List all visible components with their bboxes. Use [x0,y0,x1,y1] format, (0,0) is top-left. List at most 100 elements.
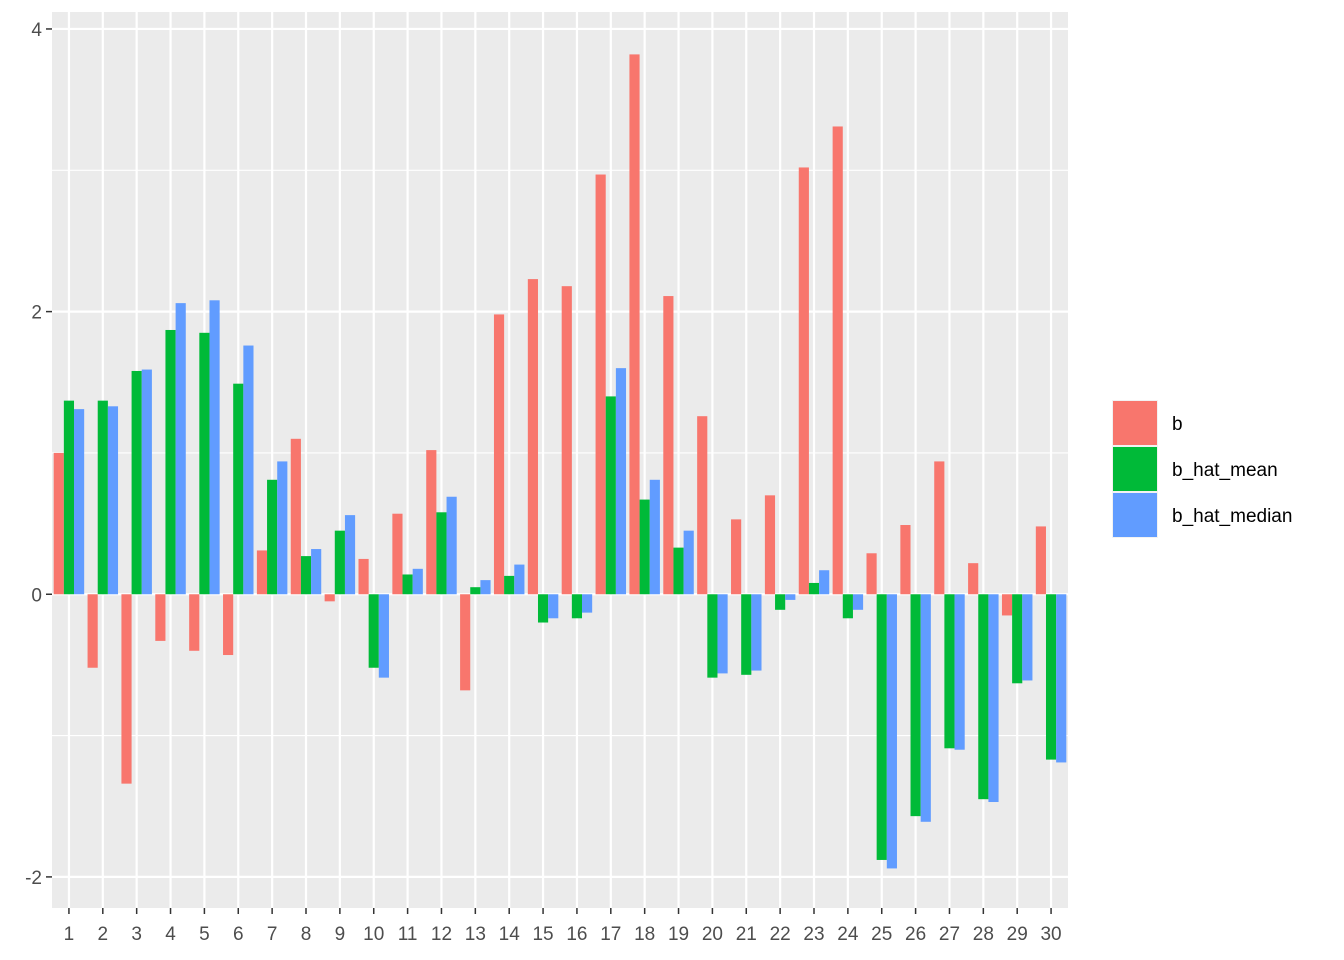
legend-swatch-b_hat_median [1113,493,1157,537]
bar-b-25 [866,553,877,595]
bar-b-16 [561,286,572,595]
bar-b_hat_mean-25 [876,594,887,860]
x-tick-label: 1 [64,924,75,945]
bar-b_hat_median-8 [311,549,322,595]
bar-b-29 [1001,594,1013,616]
bar-b-20 [697,416,708,595]
x-tick-label: 27 [939,924,960,945]
x-tick-label: 17 [600,924,621,945]
x-tick-label: 22 [770,924,791,945]
x-tick-label: 23 [803,924,824,945]
x-tick-label: 14 [499,924,521,945]
bar-b-15 [527,279,538,595]
bar-b-2 [87,594,98,668]
bar-b-23 [798,167,809,595]
legend-label: b_hat_median [1172,506,1292,527]
bar-b_hat_median-15 [548,594,559,619]
bar-b-24 [832,126,843,595]
x-tick-label: 13 [465,924,486,945]
minor-gridlines [52,169,1068,737]
bar-b_hat_mean-9 [334,530,345,595]
bar-b-30 [1035,526,1046,595]
x-tick-label: 3 [131,924,142,945]
bar-b_hat_median-26 [920,594,931,822]
x-tick-label: 28 [973,924,994,945]
x-tick-label: 25 [871,924,892,945]
bar-b_hat_mean-18 [639,499,650,595]
legend-label: b_hat_mean [1172,460,1278,481]
bar-b_hat_median-19 [683,530,694,595]
bar-b_hat_mean-3 [131,370,142,595]
bar-b-17 [595,174,606,595]
bar-b-27 [934,461,945,595]
bar-b-8 [290,438,301,595]
bar-b_hat_mean-11 [402,574,413,595]
bar-b_hat_median-29 [1022,594,1033,681]
bar-b_hat_median-16 [582,594,593,613]
bar-b-26 [900,525,911,595]
x-tick-label: 21 [736,924,757,945]
x-tick-label: 18 [634,924,655,945]
bar-b-4 [155,594,166,641]
bar-b-7 [256,550,268,595]
bar-b-9 [324,594,335,602]
bar-b_hat_mean-10 [368,594,379,668]
x-tick-label: 29 [1007,924,1028,945]
x-tick-label: 12 [431,924,452,945]
legend: b b_hat_mean b_hat_median [1112,400,1292,538]
bar-b_hat_mean-16 [571,594,583,619]
y-tick-label: -2 [25,868,42,889]
x-tick-label: 20 [702,924,723,945]
bar-b-22 [764,495,776,595]
bar-b_hat_median-7 [277,461,288,595]
bar-b_hat_median-24 [852,594,864,610]
bar-b_hat_median-10 [378,594,389,678]
bar-b-3 [121,594,132,784]
x-tick-label: 11 [398,924,418,945]
bar-b_hat_mean-5 [199,332,210,595]
bar-b_hat_median-23 [819,570,830,595]
bar-b_hat_mean-15 [537,594,549,623]
bar-b_hat_median-22 [785,594,796,600]
bar-b-19 [663,296,674,595]
bar-b_hat_median-5 [209,300,220,595]
bar-b_hat_mean-13 [470,587,481,595]
y-axis: -2 0 2 4 [25,20,52,889]
x-tick-label: 7 [267,924,278,945]
bar-b-28 [968,563,979,595]
bar-b_hat_median-18 [649,479,660,595]
legend-swatch-b_hat_mean [1113,447,1157,491]
x-tick-label: 26 [905,924,926,945]
bar-b_hat_mean-12 [436,512,447,595]
bar-b_hat_median-9 [344,515,356,595]
bar-b-14 [493,314,505,595]
bar-b_hat_median-25 [886,594,897,869]
bar-b-6 [223,594,234,656]
bar-b_hat_mean-6 [233,383,244,595]
x-axis: 1 2 3 4 5 6 7 8 9 10 11 12 13 14 15 16 17 18 19 20 21 22 23 24 2… [64,908,1062,945]
bar-b_hat_mean-27 [944,594,955,749]
bar-b_hat_mean-26 [910,594,921,817]
bar-b_hat_mean-1 [63,400,75,595]
panel-background [52,12,1068,908]
x-tick-label: 5 [199,924,210,945]
bar-b-21 [731,519,742,595]
bars [53,54,1067,869]
x-tick-label: 9 [335,924,346,945]
bar-b_hat_mean-29 [1012,594,1023,684]
x-tick-label: 2 [98,924,109,945]
bar-b_hat_median-27 [954,594,965,750]
bar-b_hat_median-21 [751,594,762,671]
bar-b_hat_median-17 [615,368,627,595]
bar-b_hat_median-12 [446,496,457,595]
x-tick-label: 19 [668,924,689,945]
bar-b_hat_mean-28 [978,594,989,800]
bar-b-13 [460,594,471,691]
bar-b_hat_mean-22 [775,594,786,610]
bar-b_hat_mean-4 [165,329,176,595]
bar-b_hat_median-2 [107,406,119,595]
bar-b_hat_mean-17 [605,396,616,595]
legend-label: b [1172,414,1183,435]
bar-b_hat_mean-21 [741,594,752,675]
x-tick-label: 15 [532,924,553,945]
